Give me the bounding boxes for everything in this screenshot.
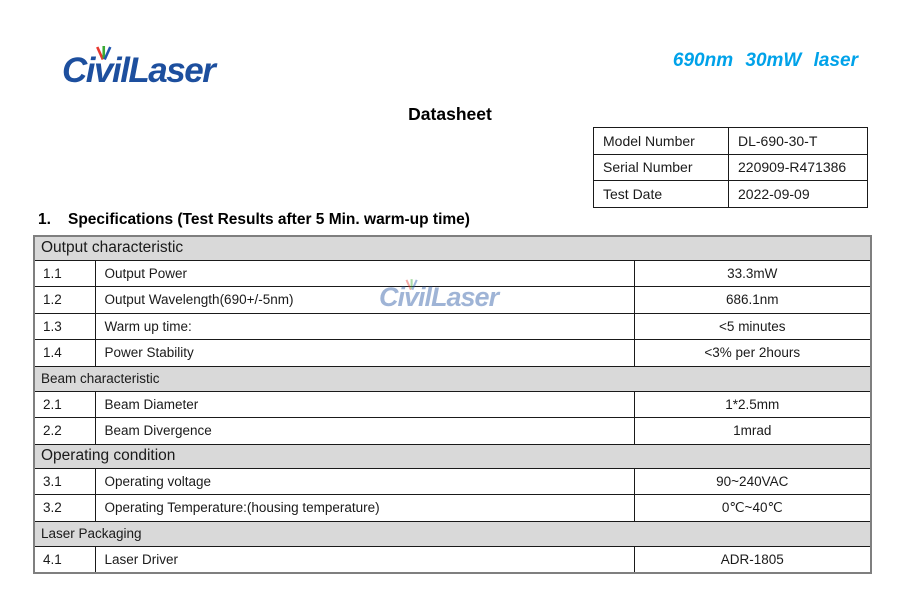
spec-row-parameter: Power Stability (94, 339, 635, 367)
spec-section-operating-condition: Operating condition (33, 443, 872, 469)
spec-row-parameter: Beam Diameter (94, 390, 635, 418)
spec-row-parameter: Warm up time: (94, 312, 635, 340)
spec-row-number: 3.1 (33, 467, 96, 495)
section-title: Output characteristic (33, 235, 872, 261)
spec-row-number: 4.1 (33, 545, 96, 573)
spec-table: Output characteristic 1.1 Output Power 3… (33, 235, 873, 574)
spec-row-value: 90~240VAC (633, 467, 872, 495)
info-value: DL-690-30-T (728, 127, 868, 155)
spec-row-value: <5 minutes (633, 312, 872, 340)
spec-row-parameter: Operating Temperature:(housing temperatu… (94, 494, 635, 522)
info-value: 2022-09-09 (728, 180, 868, 208)
specifications-heading: 1. Specifications (Test Results after 5 M… (38, 211, 470, 229)
spec-section-output-characteristic: Output characteristic (33, 235, 872, 261)
civillaser-logo: Civ ilLaser (62, 46, 216, 90)
info-row-serial-number: Serial Number 220909-R471386 (593, 153, 868, 181)
spec-row-value: ADR-1805 (633, 545, 872, 573)
spec-row-number: 2.2 (33, 417, 96, 445)
spec-row-value: 686.1nm (633, 286, 872, 314)
spec-row-number: 1.1 (33, 259, 96, 287)
spec-row-number: 1.2 (33, 286, 96, 314)
spec-row: 3.1 Operating voltage 90~240VAC (33, 467, 872, 495)
spec-row-parameter: Operating voltage (94, 467, 635, 495)
section-title: Laser Packaging (33, 520, 872, 547)
info-label: Model Number (593, 127, 729, 155)
spec-row-number: 1.3 (33, 312, 96, 340)
spec-section-beam-characteristic: Beam characteristic (33, 365, 872, 392)
spec-row-value: 1*2.5mm (633, 390, 872, 418)
spec-row: 1.2 Output Wavelength(690+/-5nm) 686.1nm (33, 286, 872, 314)
logo-text-part2: ilLaser (111, 51, 216, 90)
spec-row: 2.1 Beam Diameter 1*2.5mm (33, 390, 872, 418)
info-value: 220909-R471386 (728, 153, 868, 181)
section-title: Operating condition (33, 443, 872, 469)
spec-row-value: <3% per 2hours (633, 339, 872, 367)
model-info-table: Model Number DL-690-30-T Serial Number 2… (593, 127, 868, 208)
datasheet-title: Datasheet (408, 104, 492, 124)
section-title: Beam characteristic (33, 365, 872, 392)
spec-section-laser-packaging: Laser Packaging (33, 520, 872, 547)
logo-letter-v: v (94, 46, 113, 88)
spec-row: 3.2 Operating Temperature:(housing tempe… (33, 494, 872, 522)
spec-row: 1.4 Power Stability <3% per 2hours (33, 339, 872, 367)
spec-row-parameter: Output Wavelength(690+/-5nm) (94, 286, 635, 314)
info-label: Serial Number (593, 153, 729, 181)
spec-row-parameter: Output Power (94, 259, 635, 287)
product-name: 690nm 30mW laser (672, 50, 858, 71)
spec-row: 1.1 Output Power 33.3mW (33, 259, 872, 287)
spec-row-number: 1.4 (33, 339, 96, 367)
info-row-model-number: Model Number DL-690-30-T (593, 127, 868, 155)
spec-row-value: 0℃~40℃ (633, 494, 872, 522)
spec-row: 1.3 Warm up time: <5 minutes (33, 312, 872, 340)
spec-row-parameter: Laser Driver (94, 545, 635, 573)
spec-row-parameter: Beam Divergence (94, 417, 635, 445)
info-label: Test Date (593, 180, 729, 208)
info-row-test-date: Test Date 2022-09-09 (593, 180, 868, 208)
spec-row: 4.1 Laser Driver ADR-1805 (33, 545, 872, 573)
heading-number: 1. (38, 211, 51, 228)
spec-row: 2.2 Beam Divergence 1mrad (33, 417, 872, 445)
heading-text: Specifications (Test Results after 5 Min… (68, 211, 470, 228)
spec-row-value: 33.3mW (633, 259, 872, 287)
spec-row-number: 3.2 (33, 494, 96, 522)
logo-text-part1: Ci (62, 51, 96, 90)
spec-row-value: 1mrad (633, 417, 872, 445)
spec-row-number: 2.1 (33, 390, 96, 418)
